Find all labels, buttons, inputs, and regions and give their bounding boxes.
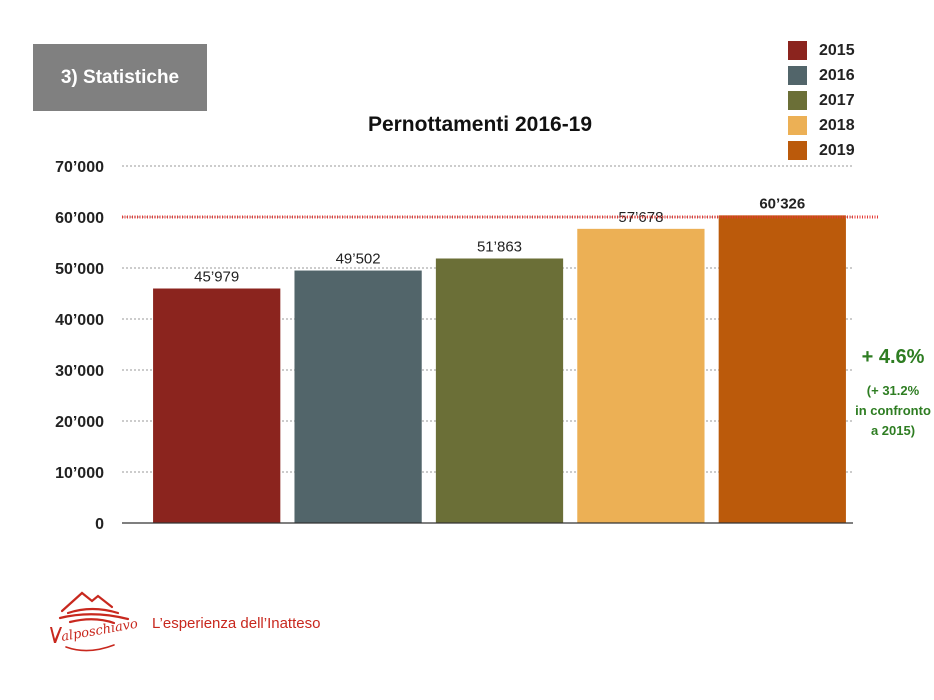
chart-legend: 2015 2016 2017 2018 2019: [788, 38, 855, 163]
legend-label: 2018: [819, 116, 855, 134]
growth-note-line: a 2015): [870, 423, 916, 438]
legend-item-2017: 2017: [788, 88, 855, 113]
legend-swatch: [788, 91, 807, 110]
bar-2017: [435, 258, 564, 523]
data-label: 51’863: [477, 238, 522, 255]
chart-title: Pernottamenti 2016-19: [367, 113, 593, 136]
legend-swatch: [788, 116, 807, 135]
legend-item-2015: 2015: [788, 38, 855, 63]
data-label: 60’326: [759, 195, 805, 212]
y-tick-label: 70’000: [55, 159, 104, 176]
legend-swatch: [788, 141, 807, 160]
legend-label: 2015: [819, 41, 855, 59]
legend-item-2018: 2018: [788, 113, 855, 138]
y-tick-label: 0: [95, 516, 104, 533]
y-tick-label: 50’000: [55, 261, 104, 278]
bar-2018: [577, 228, 705, 523]
data-label: 49’502: [336, 251, 381, 268]
growth-percentage: + 4.6%: [861, 346, 925, 368]
y-tick-label: 40’000: [55, 312, 104, 329]
legend-label: 2016: [819, 66, 855, 84]
y-tick-label: 60’000: [55, 210, 104, 227]
growth-note-line: (+ 31.2%: [866, 383, 920, 398]
data-label: 45’979: [194, 269, 239, 286]
tagline: L’esperienza dell’Inatteso: [152, 615, 321, 632]
y-tick-label: 30’000: [55, 363, 104, 380]
section-label: 3) Statistiche: [33, 44, 207, 111]
bar-2019: [718, 215, 846, 523]
legend-item-2016: 2016: [788, 63, 855, 88]
y-tick-label: 10’000: [55, 465, 104, 482]
y-tick-label: 20’000: [55, 414, 104, 431]
bar-2015: [153, 288, 281, 523]
legend-label: 2019: [819, 141, 855, 159]
bar-2016: [294, 270, 422, 523]
growth-note-line: in confronto: [855, 403, 931, 418]
legend-item-2019: 2019: [788, 138, 855, 163]
growth-annotation: + 4.6% (+ 31.2% in confronto a 2015): [838, 346, 934, 441]
legend-swatch: [788, 66, 807, 85]
legend-swatch: [788, 41, 807, 60]
data-label: 57’678: [618, 209, 663, 226]
valposchiavo-logo: alposchiavo: [50, 591, 139, 652]
legend-label: 2017: [819, 91, 855, 109]
